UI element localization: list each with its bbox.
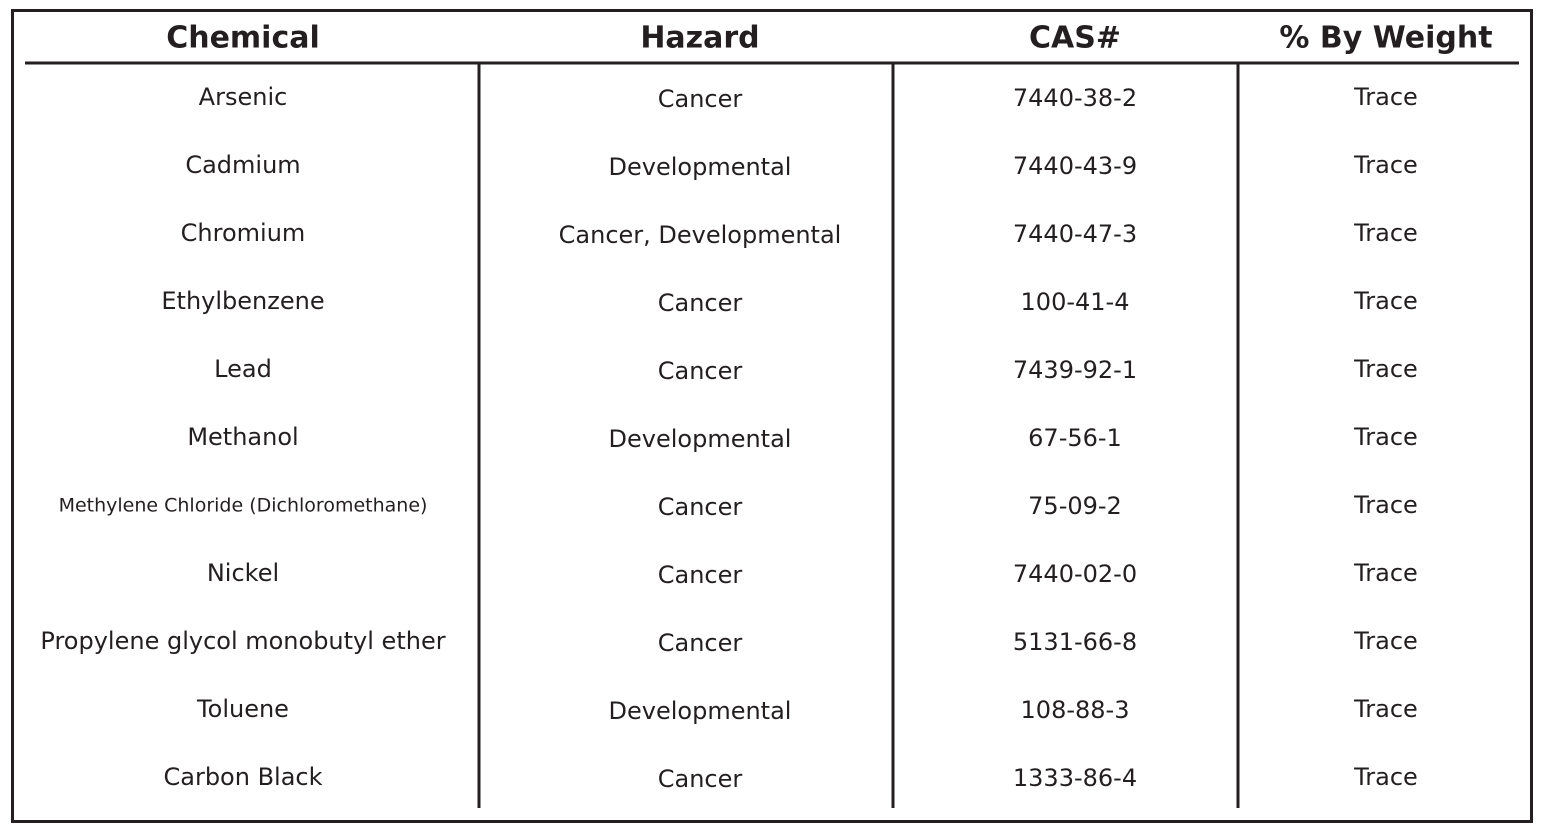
table-cell: 100-41-4 [1021, 288, 1130, 316]
table-cell: Cancer, Developmental [559, 221, 842, 249]
table-cell: Cancer [658, 289, 743, 317]
table-cell: Trace [1353, 83, 1418, 111]
table-cell: Trace [1353, 287, 1418, 315]
table-cell: 7440-43-9 [1013, 152, 1137, 180]
table-cell: Developmental [609, 153, 792, 181]
table-cell: Cancer [658, 357, 743, 385]
column-header: % By Weight [1279, 21, 1492, 56]
table-cell: 5131-66-8 [1013, 628, 1137, 656]
column-header: Hazard [640, 21, 759, 56]
table-cell: Ethylbenzene [161, 287, 324, 315]
table-cell: Trace [1353, 627, 1418, 655]
column-header: Chemical [166, 21, 320, 56]
table-cell: 7440-47-3 [1013, 220, 1137, 248]
table-cell: Cadmium [185, 151, 300, 179]
table-cell: Cancer [658, 629, 743, 657]
table-cell: Lead [214, 355, 272, 383]
table-cell: Toluene [196, 695, 289, 723]
table-cell: Cancer [658, 561, 743, 589]
table-border [11, 9, 1533, 823]
table-cell: 75-09-2 [1028, 492, 1122, 520]
table-cell: 7439-92-1 [1013, 356, 1137, 384]
column-header: CAS# [1029, 21, 1121, 56]
table-cell: Trace [1353, 559, 1418, 587]
table-cell: Trace [1353, 151, 1418, 179]
table-cell: Developmental [609, 697, 792, 725]
table-cell: Methanol [187, 423, 298, 451]
table-cell: Trace [1353, 491, 1418, 519]
table-cell: Nickel [207, 559, 279, 587]
table-cell: Trace [1353, 219, 1418, 247]
table-cell: Trace [1353, 763, 1418, 791]
table-cell: Cancer [658, 493, 743, 521]
table-cell: Cancer [658, 85, 743, 113]
table-cell: 7440-02-0 [1013, 560, 1137, 588]
table-cell: Chromium [181, 219, 306, 247]
table-cell: Arsenic [199, 83, 288, 111]
table-cell: 67-56-1 [1028, 424, 1122, 452]
table-cell: 7440-38-2 [1013, 84, 1137, 112]
table-cell: Propylene glycol monobutyl ether [40, 627, 445, 655]
table-cell: 1333-86-4 [1013, 764, 1137, 792]
table-cell: Carbon Black [163, 763, 322, 791]
table-cell: Trace [1353, 695, 1418, 723]
table-cell: 108-88-3 [1021, 696, 1130, 724]
table-cell: Developmental [609, 425, 792, 453]
table-cell: Trace [1353, 423, 1418, 451]
table-cell: Trace [1353, 355, 1418, 383]
table-cell: Cancer [658, 765, 743, 793]
table-cell: Methylene Chloride (Dichloromethane) [59, 495, 428, 517]
